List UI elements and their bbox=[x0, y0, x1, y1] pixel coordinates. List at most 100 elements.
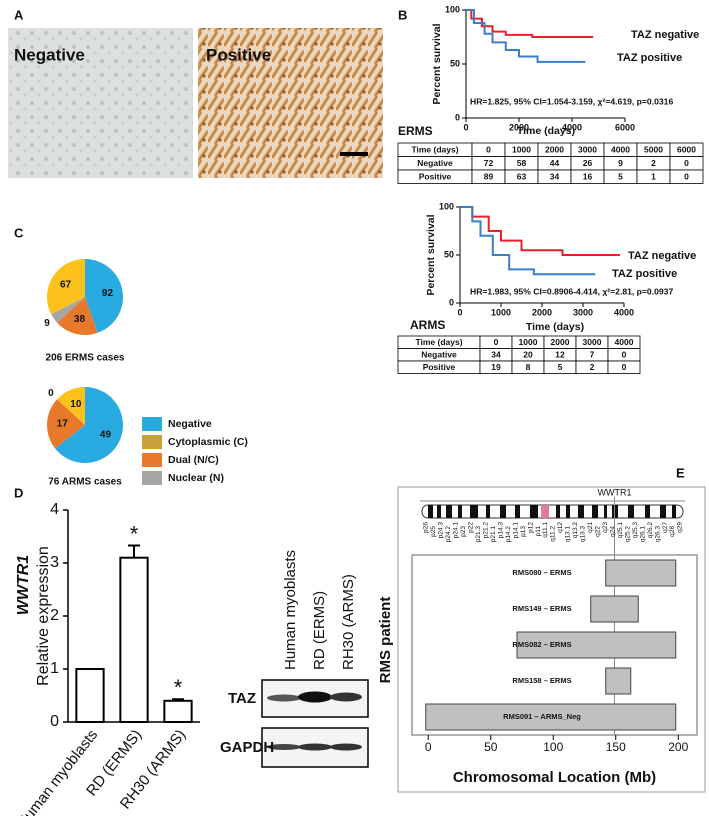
legend-label: TAZ negative bbox=[631, 29, 699, 41]
x-tick-label: 2000 bbox=[509, 122, 529, 132]
table-cell-text: 8 bbox=[526, 362, 531, 372]
range-bar bbox=[516, 631, 677, 659]
table-cell-text: 1000 bbox=[512, 145, 531, 155]
band-label: q26.2 bbox=[647, 522, 654, 539]
pie-slice bbox=[51, 297, 85, 323]
band-label: p21.3 bbox=[475, 526, 482, 543]
x-tick-label: 4000 bbox=[562, 122, 582, 132]
table-cell-text: 9 bbox=[618, 158, 623, 168]
row-label: RMS158 – ERMS bbox=[512, 676, 571, 685]
table-cell-text: 1 bbox=[651, 172, 656, 182]
slice-label: 92 bbox=[102, 288, 114, 299]
band-label: p12 bbox=[527, 522, 534, 533]
panel-label: D bbox=[14, 485, 23, 500]
band-label: q13.1 bbox=[565, 526, 572, 543]
table-cell-text: 4000 bbox=[615, 337, 634, 347]
table-cell-text: Negative bbox=[417, 158, 453, 168]
slice-label: 38 bbox=[74, 314, 86, 325]
table-cell-text: 4000 bbox=[611, 145, 630, 155]
x-tick-label: 200 bbox=[668, 740, 688, 754]
table-cell-text: 20 bbox=[523, 350, 533, 360]
x-tick-label: 0 bbox=[425, 740, 432, 754]
centromere bbox=[541, 505, 549, 518]
range-bar bbox=[605, 559, 677, 587]
x-tick-label: 50 bbox=[484, 740, 498, 754]
error-bar bbox=[128, 544, 140, 558]
x-tick-label: 4000 bbox=[614, 307, 634, 317]
bar bbox=[75, 668, 105, 723]
table-cell-text: 5000 bbox=[644, 145, 663, 155]
blot-lane-label: RD (ERMS) bbox=[311, 591, 328, 670]
table-cell-text: 6000 bbox=[677, 145, 696, 155]
y-tick-label: 50 bbox=[444, 249, 454, 259]
table-cell-text: 63 bbox=[517, 172, 527, 182]
table-cell-text: 72 bbox=[484, 158, 494, 168]
survival-curve bbox=[466, 9, 586, 63]
pie-slice bbox=[47, 259, 85, 315]
blot-band bbox=[330, 692, 362, 702]
x-tick-label: 1000 bbox=[491, 307, 511, 317]
band-label: q24 bbox=[609, 526, 616, 537]
band-label: q22 bbox=[595, 526, 602, 537]
blot-band bbox=[298, 743, 332, 751]
x-axis-label: Time (days) bbox=[517, 125, 575, 137]
range-bar bbox=[605, 667, 632, 695]
blot-band bbox=[298, 691, 332, 703]
band-label: q13.3 bbox=[580, 526, 587, 543]
slice-label: 17 bbox=[57, 419, 69, 430]
x-tick-label: 150 bbox=[606, 740, 626, 754]
y-tick-label: 4 bbox=[50, 501, 59, 518]
y-tick-label: 100 bbox=[445, 4, 460, 14]
table-cell-text: 2 bbox=[590, 362, 595, 372]
bar bbox=[119, 556, 149, 724]
panel-label: E bbox=[676, 465, 685, 480]
survival-curve bbox=[460, 206, 620, 256]
marker-label: WWTR1 bbox=[598, 487, 632, 497]
table-cell-text: 44 bbox=[550, 158, 560, 168]
survival-curve bbox=[466, 9, 594, 38]
pie-caption: 76 ARMS cases bbox=[48, 477, 122, 488]
ihc-image-negative bbox=[8, 28, 193, 178]
y-tick-label: 0 bbox=[50, 713, 59, 730]
x-tick-label: 100 bbox=[543, 740, 563, 754]
band-label: p24.3 bbox=[438, 522, 445, 539]
slice-label: 10 bbox=[70, 399, 82, 410]
legend-label: TAZ negative bbox=[628, 250, 696, 262]
table-cell-text: 89 bbox=[484, 172, 494, 182]
legend-label: Cytoplasmic (C) bbox=[168, 436, 248, 448]
band-label: q25.2 bbox=[624, 526, 631, 543]
x-tick-label: 0 bbox=[463, 122, 468, 132]
band-label: p22 bbox=[468, 522, 475, 533]
pie-slice bbox=[46, 399, 85, 449]
panel-label: B bbox=[398, 7, 407, 22]
band-label: p26 bbox=[423, 522, 430, 533]
band-label: q12 bbox=[557, 522, 564, 533]
blot-band bbox=[267, 744, 301, 750]
row-label: RMS080 – ERMS bbox=[512, 568, 571, 577]
table-cell-text: 3000 bbox=[578, 145, 597, 155]
band-label: q11.2 bbox=[550, 526, 557, 542]
table-cell-text: 34 bbox=[550, 172, 560, 182]
y-axis-label: RMS patient bbox=[377, 597, 394, 684]
y-axis-label: Percent survival bbox=[431, 23, 443, 104]
blot-band bbox=[330, 743, 362, 751]
pie-slice bbox=[55, 387, 123, 463]
plot-frame bbox=[411, 554, 698, 736]
y-tick-label: 100 bbox=[439, 201, 454, 211]
x-tick-label: 6000 bbox=[615, 122, 635, 132]
band-label: p24.2 bbox=[445, 526, 452, 543]
x-axis-label: Time (days) bbox=[526, 321, 584, 333]
table-cell-text: 3000 bbox=[583, 337, 602, 347]
band-label: p23 bbox=[460, 526, 467, 537]
row-label: RMS149 – ERMS bbox=[512, 604, 571, 613]
pie-slice bbox=[57, 387, 85, 425]
western-blot: TAZ GAPDH Human myoblasts RD (ERMS) RH30… bbox=[220, 550, 369, 768]
slice-label: 49 bbox=[100, 430, 112, 441]
panel-label: A bbox=[14, 7, 24, 22]
annotation: HR=1.983, 95% CI=0.8906-4.414, χ²=2.81, … bbox=[470, 286, 673, 296]
band-label: p13 bbox=[520, 526, 527, 537]
band-label: q28 bbox=[669, 526, 676, 537]
survival-curve bbox=[460, 206, 596, 276]
pie-caption: 206 ERMS cases bbox=[46, 353, 125, 364]
